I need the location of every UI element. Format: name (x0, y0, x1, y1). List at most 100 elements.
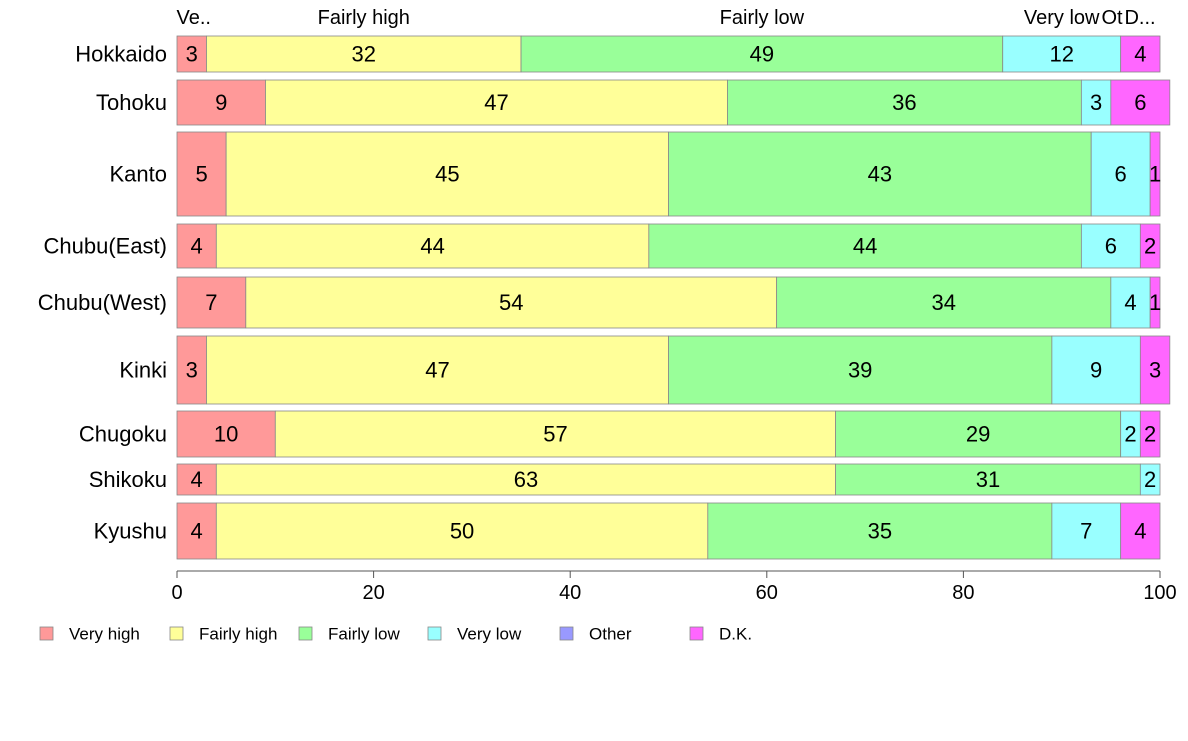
category-label: Kinki (119, 358, 167, 383)
x-tick-label: 0 (171, 582, 182, 604)
data-label: 6 (1134, 90, 1146, 115)
category-label: Hokkaido (75, 42, 167, 67)
data-label: 29 (966, 422, 990, 447)
bar-segment (225, 131, 669, 217)
data-label: 9 (1090, 358, 1102, 383)
bar-segment (1120, 35, 1161, 73)
bar-segment (1139, 410, 1161, 458)
bar-segment (1120, 502, 1161, 560)
bar-segment (1110, 79, 1171, 126)
x-tick-label: 40 (559, 582, 581, 604)
category-label: Chubu(West) (38, 290, 167, 315)
legend-swatch (427, 626, 442, 641)
bar-segment (176, 463, 217, 496)
bar-segment (1090, 131, 1151, 217)
bar-segment (245, 276, 778, 329)
bar-segment (1080, 79, 1112, 126)
data-label: 2 (1144, 467, 1156, 492)
data-label: 49 (750, 42, 774, 67)
data-label: 43 (868, 162, 892, 187)
legend-label: Fairly high (199, 625, 277, 644)
bar-segment (176, 502, 217, 560)
data-label: 44 (853, 234, 877, 259)
data-label: 4 (1134, 42, 1146, 67)
legend-swatch (298, 626, 313, 641)
bar-segment (206, 35, 522, 73)
data-label: 10 (214, 422, 238, 447)
data-label: 63 (514, 467, 538, 492)
bar-segment (215, 463, 837, 496)
category-label: Kyushu (94, 519, 167, 544)
data-label: 44 (420, 234, 444, 259)
data-label: 3 (1090, 90, 1102, 115)
bar-segment (176, 276, 247, 329)
bar-segment (835, 463, 1141, 496)
bar-segment (1110, 276, 1151, 329)
bar-segment (1139, 335, 1171, 405)
data-label: 1 (1149, 290, 1161, 315)
bar-segment (1149, 131, 1161, 217)
x-tick-label: 100 (1143, 582, 1176, 604)
data-label: 4 (191, 234, 203, 259)
x-tick-label: 80 (952, 582, 974, 604)
top-series-label: Fairly high (318, 7, 410, 29)
bar-segment (176, 335, 207, 405)
data-label: 4 (1124, 290, 1136, 315)
category-label: Shikoku (89, 467, 167, 492)
legend-label: Very high (69, 625, 140, 644)
bar-segment (727, 79, 1082, 126)
data-label: 1 (1149, 162, 1161, 187)
data-label: 6 (1115, 162, 1127, 187)
data-label: 3 (186, 42, 198, 67)
data-label: 5 (195, 162, 207, 187)
bar-segment (176, 223, 217, 269)
bar-segment (1051, 335, 1141, 405)
x-tick-label: 60 (756, 582, 778, 604)
data-label: 6 (1105, 234, 1117, 259)
bar-segment (1139, 463, 1161, 496)
bar-segment (1051, 502, 1122, 560)
x-tick-label: 20 (362, 582, 384, 604)
bar-segment (1002, 35, 1122, 73)
legend-label: D.K. (719, 625, 752, 644)
data-label: 36 (892, 90, 916, 115)
bar-segment (1139, 223, 1161, 269)
data-label: 12 (1049, 42, 1073, 67)
data-label: 50 (450, 519, 474, 544)
bar-segment (668, 335, 1053, 405)
bar-segment (1080, 223, 1141, 269)
legend-label: Very low (457, 625, 522, 644)
category-label: Tohoku (96, 90, 167, 115)
data-label: 2 (1144, 234, 1156, 259)
data-label: 39 (848, 358, 872, 383)
data-label: 2 (1124, 422, 1136, 447)
legend-label: Fairly low (328, 625, 401, 644)
data-label: 47 (425, 358, 449, 383)
top-series-label: Fairly low (720, 7, 805, 29)
bar-segment (835, 410, 1122, 458)
data-label: 3 (1149, 358, 1161, 383)
data-label: 4 (1134, 519, 1146, 544)
bar-segment (520, 35, 1004, 73)
data-label: 7 (205, 290, 217, 315)
bar-segment (668, 131, 1092, 217)
data-label: 47 (484, 90, 508, 115)
data-label: 54 (499, 290, 523, 315)
top-series-label: Ot (1101, 7, 1123, 29)
data-label: 4 (191, 467, 203, 492)
data-label: 32 (352, 42, 376, 67)
bar-segment (265, 79, 728, 126)
data-label: 34 (931, 290, 955, 315)
data-label: 9 (215, 90, 227, 115)
top-series-label: Ve.. (177, 7, 211, 29)
bar-segment (176, 35, 207, 73)
top-series-label: D... (1124, 7, 1155, 29)
data-label: 2 (1144, 422, 1156, 447)
data-label: 35 (868, 519, 892, 544)
top-series-label: Very low (1024, 7, 1100, 29)
legend-swatch (169, 626, 184, 641)
data-label: 7 (1080, 519, 1092, 544)
data-label: 45 (435, 162, 459, 187)
data-label: 3 (186, 358, 198, 383)
